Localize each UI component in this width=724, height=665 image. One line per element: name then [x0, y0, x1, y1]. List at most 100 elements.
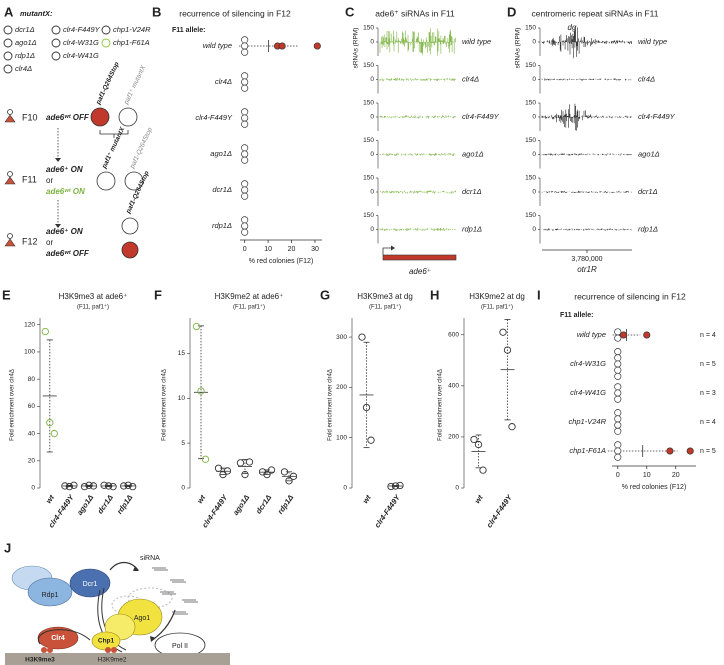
data-point — [280, 468, 289, 476]
data-point — [124, 481, 132, 489]
legend-swatch — [101, 25, 111, 35]
y-tick-label: 300 — [336, 334, 347, 341]
sirna-duplexes — [152, 567, 198, 615]
legend-swatch — [3, 38, 13, 48]
x-tick-label: wt — [361, 493, 373, 505]
data-point — [614, 348, 622, 356]
data-point — [241, 222, 249, 230]
data-point — [241, 192, 249, 200]
panel-title: H3K9me2 at ade6⁺ — [215, 292, 284, 301]
row-label: chp1-F61A — [569, 446, 606, 455]
tss-arrow — [382, 247, 391, 255]
data-point — [358, 333, 366, 341]
label-rdp1: Rdp1 — [42, 592, 59, 599]
x-tick-label: 20 — [288, 246, 296, 253]
data-point — [241, 36, 249, 44]
x-tick-label: 0 — [243, 246, 247, 253]
data-point — [241, 156, 249, 164]
panel-letter: D — [507, 4, 516, 19]
data-point — [367, 436, 375, 444]
signal-trace — [541, 103, 632, 131]
y-axis-label: Fold enrichment over clr4Δ — [328, 369, 334, 441]
label-h3k9me2: H3K9me2 — [98, 657, 127, 664]
data-point — [241, 78, 249, 86]
n-label: n = 5 — [700, 361, 716, 368]
state-label: ade6⁺ ON — [46, 227, 83, 236]
panel-subtitle: (F11, paf1⁺) — [77, 304, 109, 311]
track-label: rdp1Δ — [638, 224, 658, 233]
legend-swatch — [51, 38, 61, 48]
data-point — [474, 440, 483, 449]
chromatin — [5, 653, 230, 665]
state-label: ade6ʷᵗ OFF — [46, 113, 90, 122]
data-point — [241, 48, 249, 56]
legend-swatch — [51, 25, 61, 35]
methyl-mark — [105, 647, 111, 653]
panel-letter: H — [430, 287, 439, 302]
data-point — [85, 481, 93, 489]
y-tick-label: 150 — [363, 175, 374, 182]
y-axis-label: Fold enrichment over clr4Δ — [438, 369, 444, 441]
arrow — [37, 629, 91, 645]
n-label: n = 5 — [700, 448, 716, 455]
track-label: clr4-F449Y — [462, 112, 500, 121]
feature-label: dg — [568, 23, 577, 32]
y-tick-label: 5 — [181, 440, 185, 447]
y-tick-label: 150 — [363, 25, 374, 32]
track-label: rdp1Δ — [462, 224, 482, 233]
arrowhead — [150, 636, 156, 642]
panel-letter: C — [345, 4, 355, 19]
data-point — [223, 467, 232, 475]
y-tick-label: 0 — [181, 485, 185, 492]
track-label: ago1Δ — [462, 149, 484, 158]
label-dcr1: Dcr1 — [83, 581, 98, 588]
panel-title: H3K9me3 at dg — [357, 292, 413, 301]
row-label: chp1-V24R — [568, 417, 606, 426]
data-point — [499, 328, 507, 336]
data-point — [80, 482, 89, 491]
x-axis-label: % red colonies (F12) — [249, 258, 314, 265]
signal-trace — [379, 152, 456, 156]
data-point — [614, 427, 622, 435]
protein-rdp1 — [27, 577, 73, 607]
panel-letter: F — [154, 287, 162, 302]
arrowhead — [133, 566, 139, 571]
y-tick-label: 10 — [178, 395, 186, 402]
panel-letter: A — [4, 4, 14, 19]
person-icon — [4, 238, 16, 247]
data-point — [614, 421, 622, 429]
rna-strand — [101, 587, 127, 651]
legend-entry: chp1-F61A — [113, 38, 150, 47]
x-tick-label: 3,780,000 — [571, 256, 602, 263]
panel-letter: I — [537, 287, 541, 302]
y-axis-label: Fold enrichment over clr4Δ — [10, 369, 16, 441]
label-sirna: siRNA — [140, 555, 160, 562]
data-point — [508, 423, 516, 431]
panel-letter: E — [2, 287, 11, 302]
y-tick-label: 120 — [24, 321, 35, 328]
allele-header: F11 allele: — [560, 312, 593, 319]
x-tick-label: dcr1Δ — [254, 493, 273, 515]
data-point — [201, 455, 210, 463]
x-tick-label: wt — [473, 493, 485, 505]
legend-entry: ago1Δ — [15, 38, 37, 47]
data-point — [89, 482, 98, 490]
arrowhead — [55, 158, 61, 162]
y-tick-label: 150 — [525, 100, 536, 107]
x-tick-label: 20 — [672, 472, 680, 479]
strain-label: paf1-Q264Stop — [95, 61, 121, 106]
x-tick-label: wt — [44, 493, 56, 505]
data-point — [245, 458, 254, 466]
panel-subtitle: (F11, paf1⁺) — [369, 304, 401, 311]
track-label: dcr1Δ — [638, 187, 658, 196]
x-tick-label: dcr1Δ — [96, 493, 115, 515]
data-point — [236, 459, 245, 467]
data-point — [241, 72, 249, 80]
row-label: clr4-W41G — [570, 388, 606, 397]
row-label: dcr1Δ — [212, 185, 232, 194]
x-tick-label: clr4-F449Y — [485, 492, 515, 529]
y-tick-label: 200 — [448, 434, 459, 441]
state-label: ade6ʷᵗ ON — [46, 187, 85, 196]
data-point — [241, 216, 249, 224]
row-label: clr4Δ — [215, 77, 232, 86]
